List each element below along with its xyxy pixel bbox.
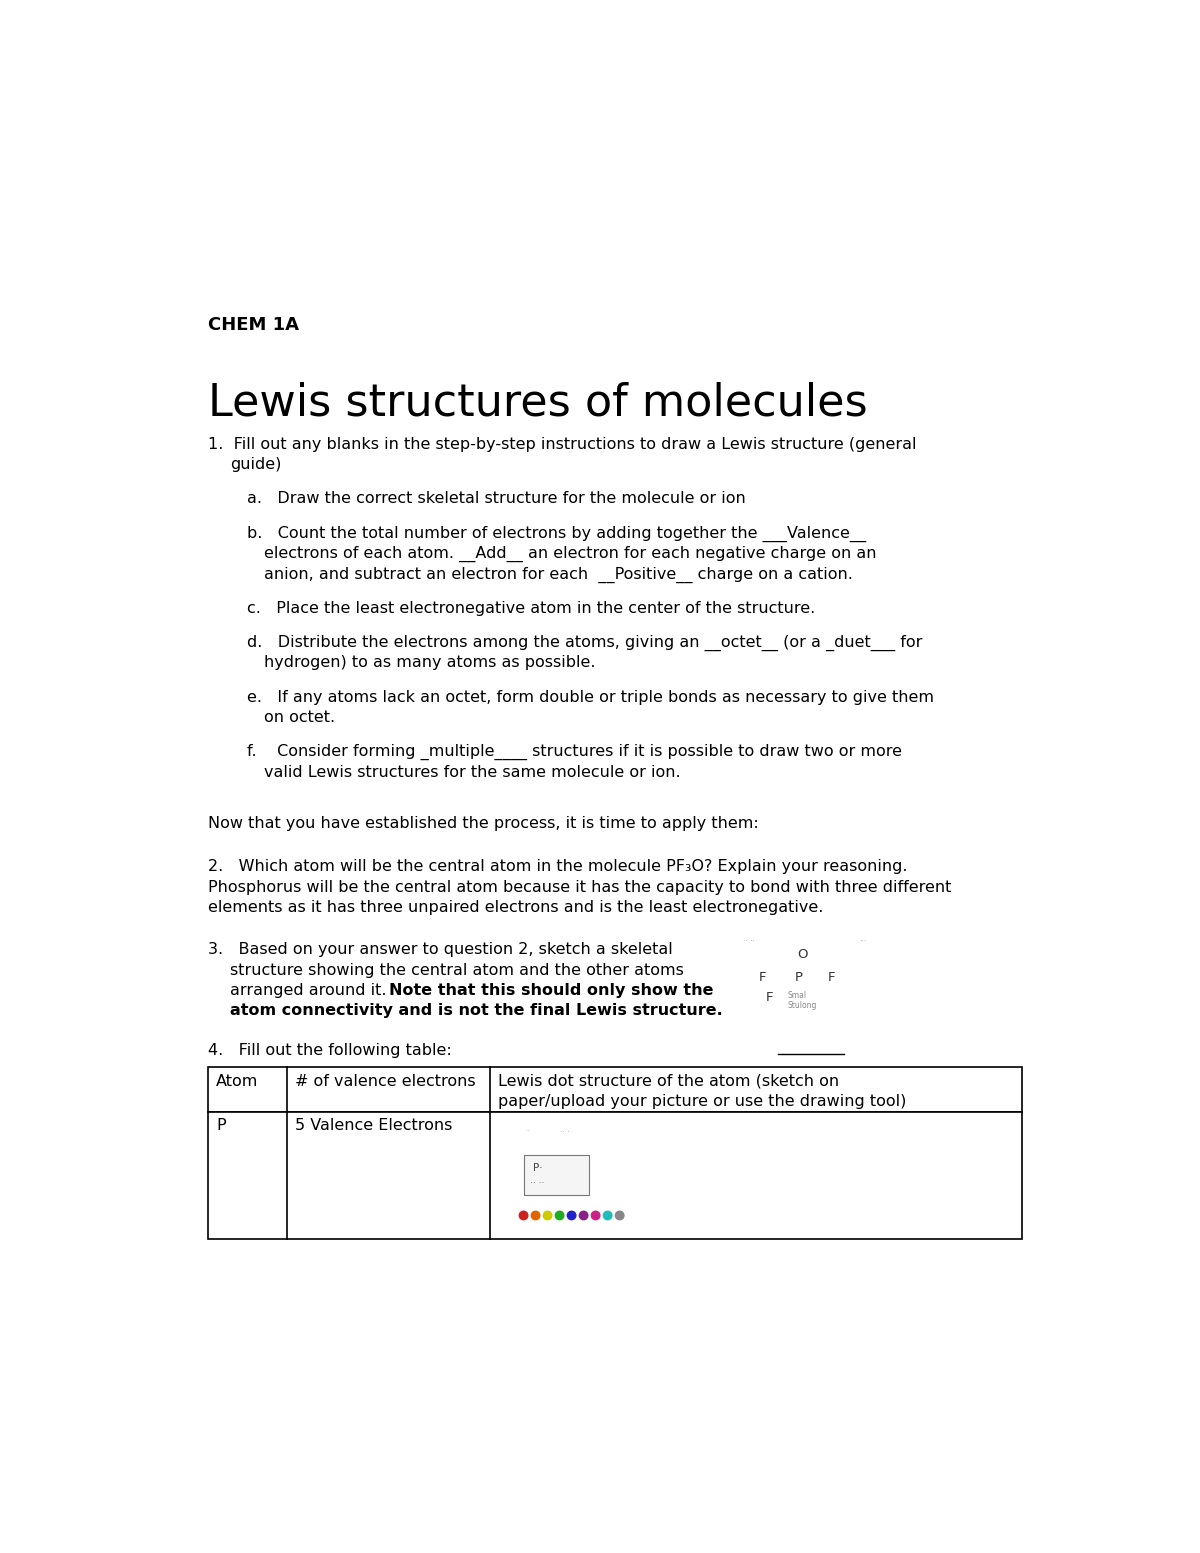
Text: Note that this should only show the: Note that this should only show the [389, 983, 713, 999]
Circle shape [616, 1211, 624, 1219]
Text: on octet.: on octet. [264, 710, 335, 725]
Text: Phosphorus will be the central atom because it has the capacity to bond with thr: Phosphorus will be the central atom beca… [208, 879, 952, 895]
Text: elements as it has three unpaired electrons and is the least electronegative.: elements as it has three unpaired electr… [208, 901, 823, 915]
Text: Stulong: Stulong [787, 1002, 816, 1011]
Text: # of valence electrons: # of valence electrons [295, 1073, 475, 1089]
Text: F: F [828, 971, 835, 983]
Text: d.   Distribute the electrons among the atoms, giving an __octet__ (or a _duet__: d. Distribute the electrons among the at… [247, 635, 923, 651]
Text: F: F [766, 991, 774, 1003]
Text: ···: ··· [859, 938, 866, 946]
Text: anion, and subtract an electron for each  __Positive__ charge on a cation.: anion, and subtract an electron for each… [264, 567, 853, 582]
Text: Now that you have established the process, it is time to apply them:: Now that you have established the proces… [208, 815, 758, 831]
Circle shape [592, 1211, 600, 1219]
Text: Smal: Smal [787, 991, 806, 1000]
Text: valid Lewis structures for the same molecule or ion.: valid Lewis structures for the same mole… [264, 764, 680, 780]
Circle shape [532, 1211, 540, 1219]
Text: e.   If any atoms lack an octet, form double or triple bonds as necessary to giv: e. If any atoms lack an octet, form doub… [247, 690, 934, 705]
Text: 5 Valence Electrons: 5 Valence Electrons [295, 1118, 452, 1134]
Text: atom connectivity and is not the final Lewis structure.: atom connectivity and is not the final L… [230, 1003, 722, 1019]
Text: ··: ·· [526, 1127, 530, 1135]
Text: O: O [797, 949, 808, 961]
Bar [208, 1067, 1022, 1112]
Text: P: P [216, 1118, 226, 1134]
Text: ·· ·: ·· · [560, 1129, 570, 1137]
Text: P·: P· [533, 1163, 542, 1173]
Text: 2.   Which atom will be the central atom in the molecule PF₃O? Explain your reas: 2. Which atom will be the central atom i… [208, 859, 907, 874]
Text: CHEM 1A: CHEM 1A [208, 315, 299, 334]
Bar [523, 1155, 589, 1196]
Text: c.   Place the least electronegative atom in the center of the structure.: c. Place the least electronegative atom … [247, 601, 815, 615]
Text: structure showing the central atom and the other atoms: structure showing the central atom and t… [230, 963, 684, 977]
Text: P: P [794, 971, 803, 983]
Text: Lewis structures of molecules: Lewis structures of molecules [208, 380, 868, 424]
Circle shape [580, 1211, 588, 1219]
Circle shape [520, 1211, 528, 1219]
Text: hydrogen) to as many atoms as possible.: hydrogen) to as many atoms as possible. [264, 655, 595, 671]
Text: f.    Consider forming _multiple____ structures if it is possible to draw two or: f. Consider forming _multiple____ struct… [247, 744, 902, 761]
Circle shape [568, 1211, 576, 1219]
Text: 3.   Based on your answer to question 2, sketch a skeletal: 3. Based on your answer to question 2, s… [208, 943, 673, 957]
Text: electrons of each atom. __Add__ an electron for each negative charge on an: electrons of each atom. __Add__ an elect… [264, 547, 876, 562]
Circle shape [544, 1211, 552, 1219]
Text: Atom: Atom [216, 1073, 258, 1089]
Text: F: F [758, 971, 766, 983]
Text: guide): guide) [230, 457, 281, 472]
Text: ·· ··: ·· ·· [743, 938, 755, 946]
Text: paper/upload your picture or use the drawing tool): paper/upload your picture or use the dra… [498, 1095, 906, 1109]
Bar [208, 1112, 1022, 1239]
Text: 4.   Fill out the following table:: 4. Fill out the following table: [208, 1044, 452, 1058]
Circle shape [556, 1211, 564, 1219]
Text: Lewis dot structure of the atom (sketch on: Lewis dot structure of the atom (sketch … [498, 1073, 839, 1089]
Text: a.   Draw the correct skeletal structure for the molecule or ion: a. Draw the correct skeletal structure f… [247, 491, 745, 506]
Text: ·· ··: ·· ·· [529, 1179, 544, 1188]
Text: arranged around it.: arranged around it. [230, 983, 391, 999]
Circle shape [604, 1211, 612, 1219]
Text: 1.  Fill out any blanks in the step-by-step instructions to draw a Lewis structu: 1. Fill out any blanks in the step-by-st… [208, 436, 917, 452]
Text: b.   Count the total number of electrons by adding together the ___Valence__: b. Count the total number of electrons b… [247, 525, 866, 542]
